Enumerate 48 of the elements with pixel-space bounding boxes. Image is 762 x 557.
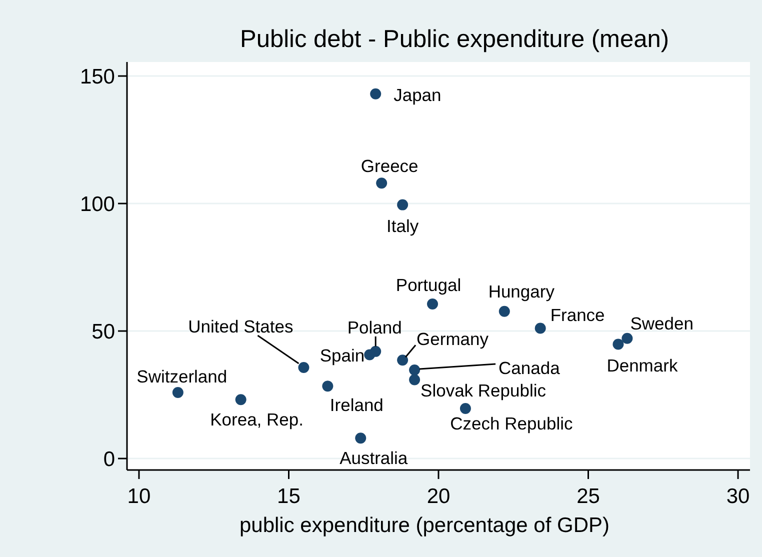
x-tick-label: 30 bbox=[726, 485, 750, 508]
point bbox=[427, 298, 438, 310]
series-label: Australia bbox=[340, 448, 408, 468]
point bbox=[355, 432, 366, 444]
point bbox=[612, 338, 624, 350]
series-label: Spain bbox=[320, 346, 365, 366]
point bbox=[498, 306, 510, 317]
point bbox=[298, 362, 310, 373]
series-label: Greece bbox=[360, 156, 418, 176]
point bbox=[397, 199, 408, 210]
point bbox=[370, 88, 382, 100]
series-label: Japan bbox=[394, 84, 442, 105]
series-label: Portugal bbox=[396, 274, 462, 295]
x-axis-title: public expenditure (percentage of GDP) bbox=[239, 514, 610, 537]
point bbox=[235, 394, 246, 406]
series-label: Ireland bbox=[330, 395, 384, 416]
point bbox=[409, 374, 420, 386]
y-tick-label: 50 bbox=[92, 320, 115, 344]
text: Canada bbox=[498, 358, 560, 378]
series-label: United States bbox=[188, 316, 294, 336]
chart-title: Public debt - Public expenditure (mean) bbox=[240, 26, 669, 53]
point bbox=[460, 403, 471, 414]
point bbox=[376, 178, 388, 189]
y-tick-label: 150 bbox=[80, 65, 115, 88]
series-label: France bbox=[550, 305, 605, 326]
x-tick-label: 20 bbox=[426, 485, 450, 508]
x-tick-label: 25 bbox=[576, 485, 600, 508]
series-label: Denmark bbox=[606, 355, 678, 376]
point bbox=[534, 322, 546, 334]
series-label: Hungary bbox=[488, 281, 555, 302]
point bbox=[622, 332, 633, 344]
series-label: Poland bbox=[347, 317, 402, 338]
series-label: Korea, Rep. bbox=[210, 410, 304, 430]
point bbox=[364, 349, 376, 360]
series-label: Germany bbox=[416, 329, 489, 350]
point bbox=[409, 364, 420, 376]
point bbox=[397, 354, 408, 366]
series-label: Italy bbox=[386, 216, 419, 236]
x-tick-label: 15 bbox=[277, 485, 300, 508]
series-label: Sweden bbox=[630, 313, 694, 334]
x-tick-label: 10 bbox=[127, 485, 151, 508]
series-label: Slovak Republic bbox=[420, 380, 546, 401]
series-label: Czech Republic bbox=[450, 414, 573, 434]
point bbox=[172, 386, 184, 398]
y-tick-label: 0 bbox=[103, 448, 115, 471]
point bbox=[322, 380, 334, 392]
series-label: Switzerland bbox=[136, 366, 228, 386]
y-tick-label: 100 bbox=[80, 192, 115, 216]
